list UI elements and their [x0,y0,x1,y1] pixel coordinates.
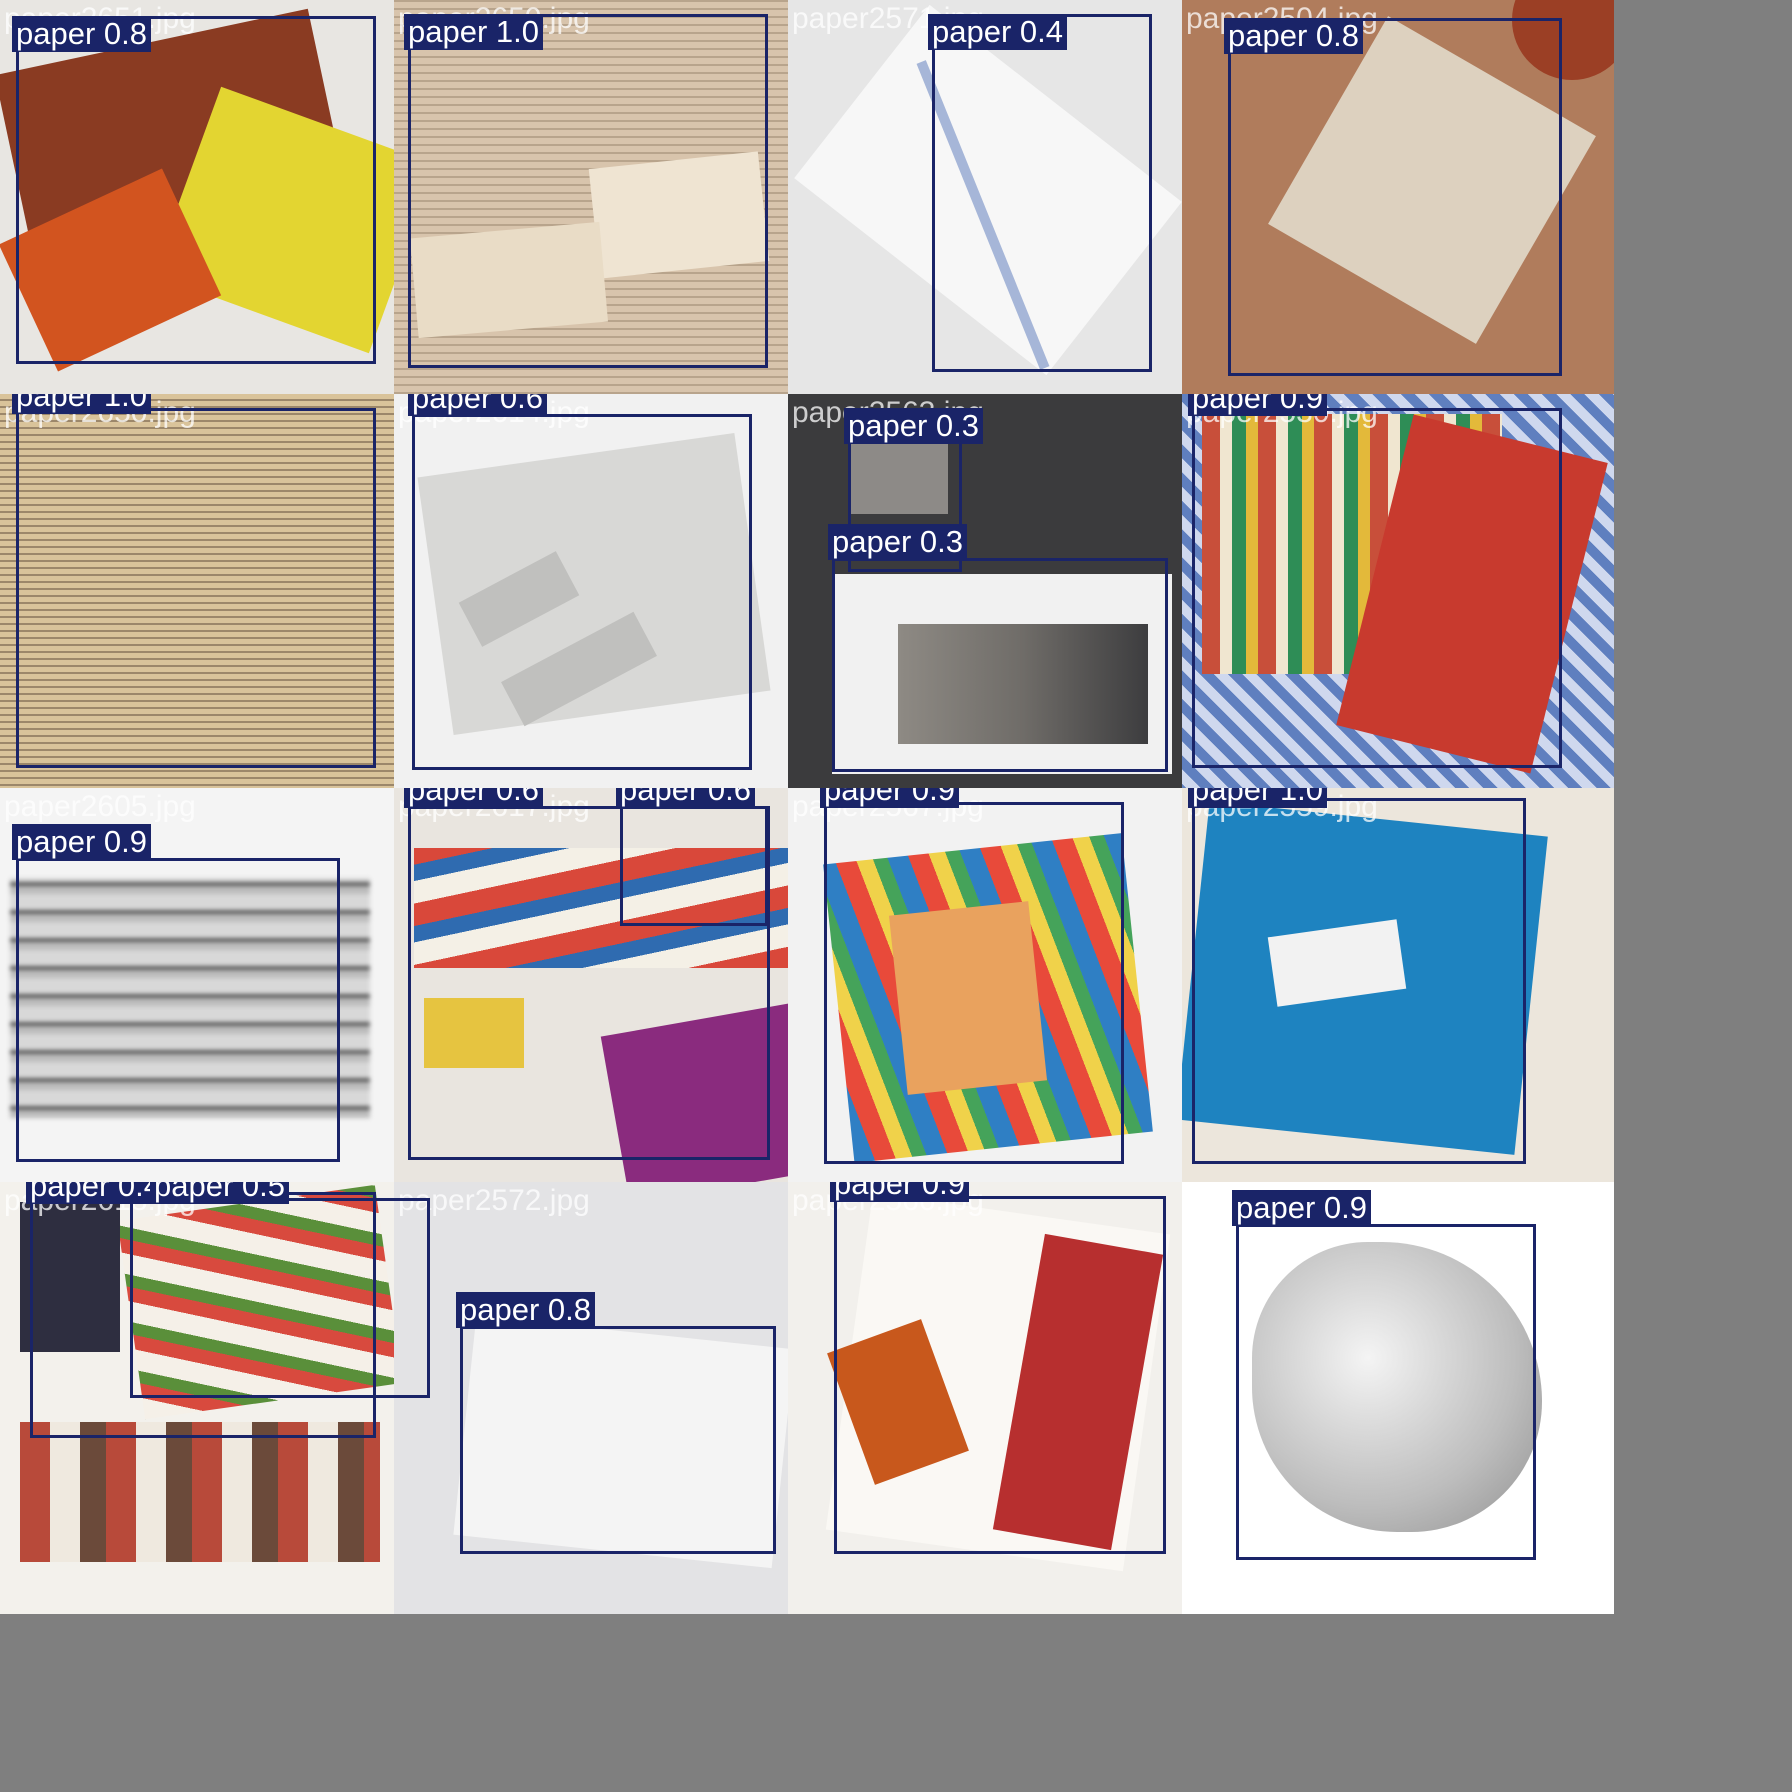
tile-8[interactable]: paper2530.jpg paper 0.9 [1182,394,1614,826]
detection-label: paper 1.0 [404,14,543,50]
tile-15[interactable]: paper2566.jpg paper 0.9 [788,1182,1220,1614]
detection-box[interactable] [620,806,768,926]
tile-image [0,1182,432,1614]
detection-label: paper 0.9 [12,824,151,860]
detection-label: paper 0.3 [844,408,983,444]
tile-11[interactable]: paper2567.jpg paper 0.9 [788,788,1220,1220]
detection-box[interactable] [1192,408,1562,768]
detection-label: paper 0.6 [404,788,543,808]
tile-image [1182,1182,1614,1614]
detection-label: paper 0.9 [1232,1190,1371,1226]
tile-image [394,788,826,1220]
detection-box[interactable] [16,858,340,1162]
tile-1[interactable]: paper2651.jpg paper 0.8 [0,0,432,432]
detection-box[interactable] [130,1198,430,1398]
tile-13[interactable]: paper2618.jpg paper 0.4 paper 0.5 [0,1182,432,1614]
detection-label: paper 0.9 [1188,394,1327,416]
tile-image [788,0,1220,432]
tile-image [0,0,432,432]
detection-label: paper 0.8 [12,16,151,52]
tile-image [788,394,1220,826]
tile-2[interactable]: paper2650.jpg paper 1.0 [394,0,826,432]
tile-image [394,394,826,826]
tile-10[interactable]: paper2617.jpg paper 0.6 paper 0.6 [394,788,826,1220]
tile-image [1182,0,1614,432]
tile-16[interactable]: paper2532.jpg paper 0.9 [1182,1182,1614,1614]
tile-image [1182,788,1614,1220]
tile-filename: paper2605.jpg [4,790,196,823]
detection-label: paper 1.0 [1188,788,1327,808]
tile-image [394,1182,826,1614]
detection-label: paper 0.9 [830,1182,969,1202]
detection-label: paper 0.4 [928,14,1067,50]
detection-box[interactable] [16,16,376,364]
tile-12[interactable]: paper2559.jpg paper 1.0 [1182,788,1614,1220]
detection-label: paper 0.6 [616,788,755,808]
detection-box[interactable] [834,1196,1166,1554]
detection-box[interactable] [408,14,768,368]
tile-4[interactable]: paper2504.jpg paper 0.8 [1182,0,1614,432]
detection-label: paper 0.3 [828,524,967,560]
tile-7[interactable]: paper2563.jpg paper 0.3 paper 0.3 [788,394,1220,826]
detection-box[interactable] [824,802,1124,1164]
tile-5[interactable]: paper2650.jpg paper 1.0 [0,394,432,826]
detection-label: paper 0.9 [820,788,959,808]
detection-label: paper 1.0 [12,394,151,414]
detection-box[interactable] [460,1326,776,1554]
detection-label: paper 0.4 [26,1182,165,1204]
detection-box[interactable] [932,14,1152,372]
detection-label: paper 0.8 [456,1292,595,1328]
detection-label: paper 0.6 [408,394,547,416]
detection-box[interactable] [1228,18,1562,376]
detection-box[interactable] [16,408,376,768]
tile-image [0,394,432,826]
detection-box[interactable] [1236,1224,1536,1560]
detection-box[interactable] [412,414,752,770]
tile-3[interactable]: paper2571.jpg paper 0.4 [788,0,1220,432]
tile-image [788,788,1220,1220]
tile-image [1182,394,1614,826]
detection-box[interactable] [1192,798,1526,1164]
detection-label: paper 0.5 [150,1182,289,1204]
detection-box[interactable] [408,806,770,1160]
tile-14[interactable]: paper2572.jpg paper 0.8 [394,1182,826,1614]
tile-9[interactable]: paper2605.jpg paper 0.9 [0,788,432,1220]
detection-box[interactable] [832,558,1168,772]
tile-image [788,1182,1220,1614]
tile-6[interactable]: paper2614.jpg paper 0.6 [394,394,826,826]
detection-label: paper 0.8 [1224,18,1363,54]
tile-image [394,0,826,432]
